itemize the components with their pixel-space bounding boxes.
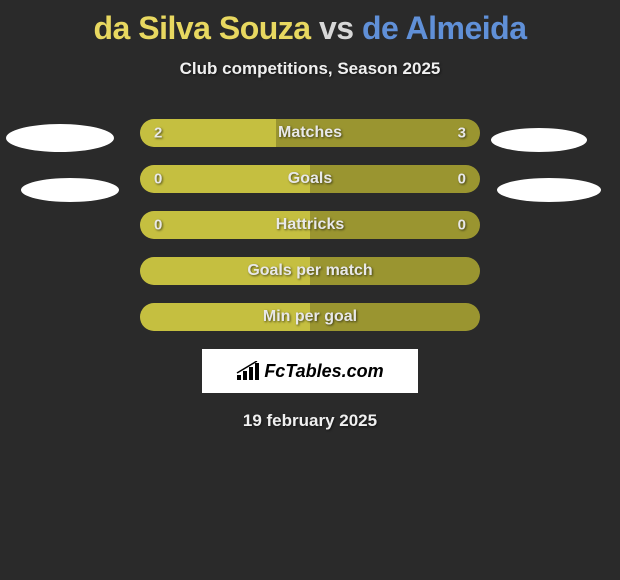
comparison-title: da Silva Souza vs de Almeida — [0, 0, 620, 47]
player-right-name: de Almeida — [362, 10, 527, 46]
stats-container: 2 Matches 3 0 Goals 0 0 Hattricks 0 Goal… — [0, 119, 620, 331]
stat-bar: Min per goal — [140, 303, 480, 331]
stat-bar: 2 Matches 3 — [140, 119, 480, 147]
stat-row-min-per-goal: Min per goal — [0, 303, 620, 331]
bar-left-fill — [140, 165, 310, 193]
stat-row-hattricks: 0 Hattricks 0 — [0, 211, 620, 239]
date-text: 19 february 2025 — [0, 411, 620, 431]
stat-bar: 0 Goals 0 — [140, 165, 480, 193]
stat-label: Min per goal — [263, 308, 357, 326]
stat-label: Goals per match — [247, 262, 372, 280]
player-left-name: da Silva Souza — [94, 10, 311, 46]
stat-row-goals-per-match: Goals per match — [0, 257, 620, 285]
stat-label: Goals — [288, 170, 332, 188]
stat-row-goals: 0 Goals 0 — [0, 165, 620, 193]
stat-value-right: 3 — [458, 125, 466, 142]
vs-label: vs — [319, 10, 354, 46]
stat-value-right: 0 — [458, 171, 466, 188]
stat-row-matches: 2 Matches 3 — [0, 119, 620, 147]
brand-box: FcTables.com — [202, 349, 418, 393]
brand-text: FcTables.com — [264, 361, 383, 382]
stat-value-left: 0 — [154, 171, 162, 188]
stat-value-right: 0 — [458, 217, 466, 234]
stat-label: Matches — [278, 124, 342, 142]
subtitle: Club competitions, Season 2025 — [0, 59, 620, 79]
stat-bar: 0 Hattricks 0 — [140, 211, 480, 239]
stat-label: Hattricks — [276, 216, 344, 234]
chart-icon — [236, 361, 260, 381]
stat-bar: Goals per match — [140, 257, 480, 285]
stat-value-left: 2 — [154, 125, 162, 142]
stat-value-left: 0 — [154, 217, 162, 234]
